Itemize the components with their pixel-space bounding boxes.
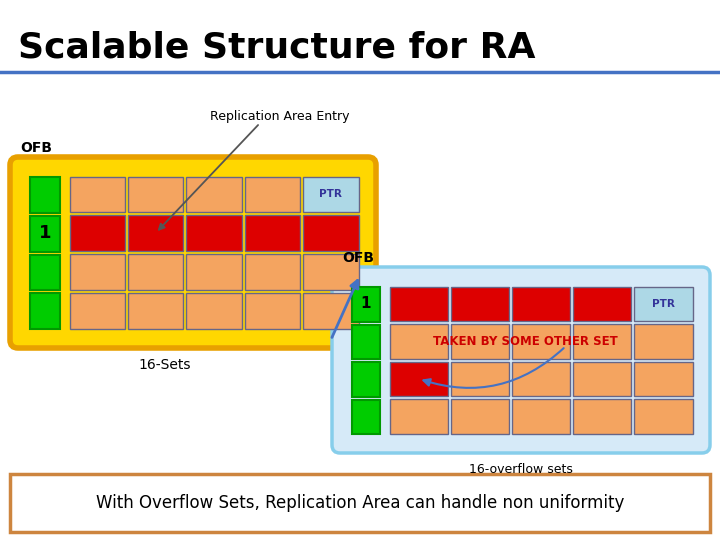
Bar (512, 324, 570, 359)
Text: 1: 1 (361, 296, 372, 311)
Bar (352, 400, 380, 434)
Bar (128, 293, 184, 328)
Bar (390, 399, 448, 434)
Bar (634, 361, 693, 396)
Bar (245, 293, 300, 328)
Bar (186, 293, 242, 328)
Bar (70, 293, 125, 328)
FancyBboxPatch shape (10, 157, 376, 348)
Bar (352, 325, 380, 359)
Text: 1: 1 (39, 224, 51, 242)
Bar (30, 293, 60, 329)
Bar (30, 216, 60, 252)
Bar (390, 287, 448, 321)
Bar (303, 293, 359, 328)
FancyBboxPatch shape (332, 267, 710, 453)
Text: Replication Area Entry: Replication Area Entry (210, 110, 350, 123)
Bar (352, 362, 380, 396)
Bar (245, 215, 300, 251)
Bar (186, 177, 242, 212)
Bar (451, 324, 509, 359)
Text: OFB: OFB (20, 141, 52, 155)
Bar (70, 177, 125, 212)
Text: TAKEN BY SOME OTHER SET: TAKEN BY SOME OTHER SET (433, 335, 618, 348)
Bar (10, 474, 710, 532)
Bar (451, 361, 509, 396)
Bar (128, 177, 184, 212)
Bar (303, 177, 359, 212)
Bar (634, 287, 693, 321)
Text: 16-overflow sets: 16-overflow sets (469, 463, 573, 476)
Bar (303, 215, 359, 251)
Bar (70, 215, 125, 251)
Bar (512, 361, 570, 396)
Bar (451, 287, 509, 321)
Bar (573, 287, 631, 321)
Text: OFB: OFB (342, 251, 374, 265)
Text: PTR: PTR (320, 190, 342, 199)
Bar (303, 254, 359, 290)
Bar (573, 324, 631, 359)
Bar (512, 287, 570, 321)
Bar (573, 361, 631, 396)
Text: With Overflow Sets, Replication Area can handle non uniformity: With Overflow Sets, Replication Area can… (96, 494, 624, 512)
Text: 16-Sets: 16-Sets (139, 358, 192, 372)
Bar (634, 324, 693, 359)
Bar (186, 215, 242, 251)
Bar (245, 177, 300, 212)
Text: Scalable Structure for RA: Scalable Structure for RA (18, 30, 536, 64)
Bar (573, 399, 631, 434)
Bar (186, 254, 242, 290)
Text: PTR: PTR (652, 299, 675, 309)
Bar (128, 254, 184, 290)
Bar (70, 254, 125, 290)
Bar (451, 399, 509, 434)
Bar (245, 254, 300, 290)
Bar (634, 399, 693, 434)
Bar (352, 287, 380, 321)
Bar (390, 361, 448, 396)
Bar (512, 399, 570, 434)
Bar (30, 254, 60, 291)
Bar (390, 324, 448, 359)
Bar (30, 177, 60, 213)
Bar (128, 215, 184, 251)
